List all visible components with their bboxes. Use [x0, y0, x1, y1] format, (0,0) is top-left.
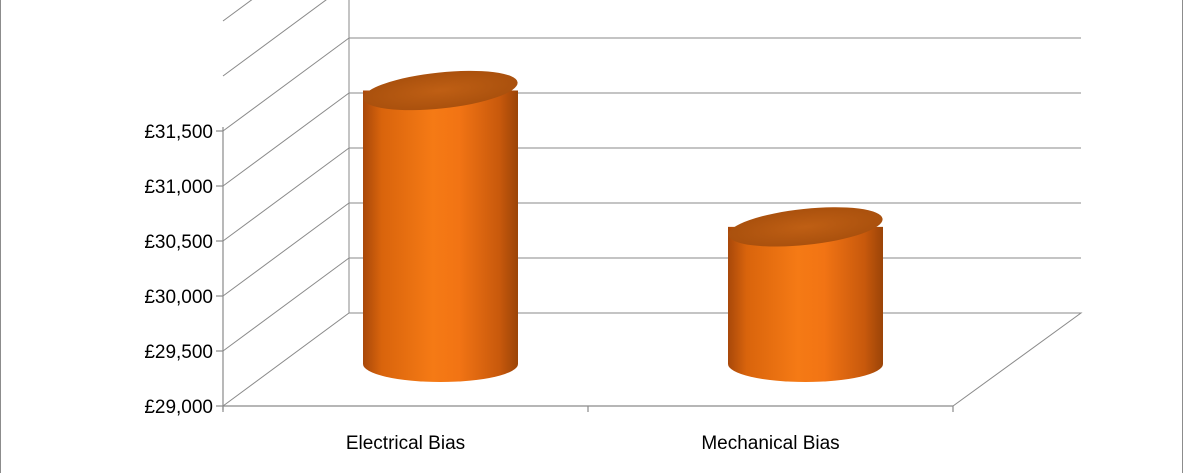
y-tick-label: £30,500 [144, 232, 213, 253]
y-tick-label: £30,000 [144, 287, 213, 308]
gridlines [221, 0, 1083, 407]
gridline-diagonal [222, 0, 327, 77]
bar-cylinder-body [728, 226, 883, 383]
labels: £29,000 £29,500 £30,000 £30,500 £31,000 £31,5… [144, 122, 839, 454]
gridline-diagonal [222, 147, 350, 242]
y-tick-label: £29,500 [144, 342, 213, 363]
gridline-diagonal [222, 257, 350, 352]
bars [363, 70, 883, 383]
bar-mechanical-bias [728, 207, 883, 383]
gridline-diagonal [222, 202, 350, 297]
bar-electrical-bias [363, 70, 518, 383]
y-tick-label: £31,500 [144, 122, 213, 143]
bar-cylinder-body [363, 90, 518, 383]
axes [216, 0, 954, 412]
y-tick-label: £31,000 [144, 177, 213, 198]
y-tick-label: £29,000 [144, 397, 213, 418]
bar-cylinder-top [363, 70, 518, 111]
bar-cylinder-top [728, 207, 883, 247]
gridline-diagonal [222, 92, 350, 187]
floor-plane [221, 312, 1083, 407]
x-category-label: Mechanical Bias [701, 433, 839, 454]
gridline-diagonal [222, 0, 253, 22]
x-category-label: Electrical Bias [346, 433, 465, 454]
gridline-diagonal [222, 37, 350, 132]
